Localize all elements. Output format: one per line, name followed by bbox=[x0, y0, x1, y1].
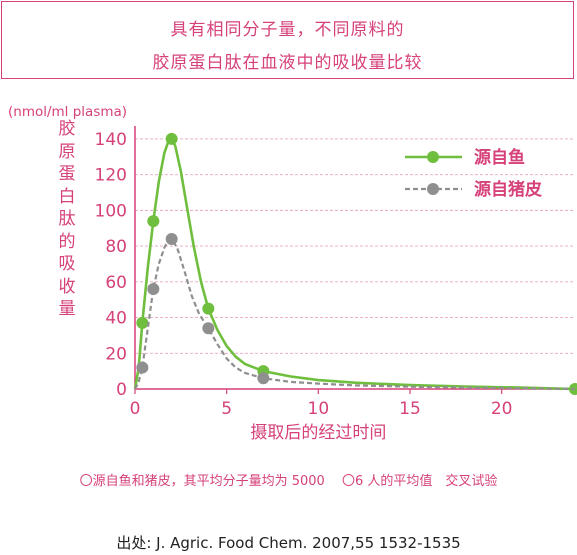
data-point-fish bbox=[165, 132, 178, 145]
y-tick-label: 20 bbox=[105, 344, 127, 364]
legend-label: 源自鱼 bbox=[474, 147, 525, 168]
y-unit-label: (nmol/ml plasma) bbox=[8, 104, 127, 120]
chart-area: 0 20 40 60 80 100 120 140 0 5 10 15 20 (nmol/ml plasm… bbox=[8, 104, 577, 443]
source-citation: 出处: J. Agric. Food Chem. 2007,55 1532-15… bbox=[116, 534, 461, 552]
x-tick-label: 10 bbox=[308, 399, 330, 419]
y-axis-label: 胶原蛋白肽的吸收量 bbox=[58, 119, 76, 319]
y-tick-label: 0 bbox=[116, 380, 127, 400]
x-tick-label: 20 bbox=[491, 399, 513, 419]
data-point-fish bbox=[136, 316, 149, 329]
data-point-pigskin bbox=[202, 322, 215, 335]
chart-title-line-2: 胶原蛋白肽在血液中的吸收量比较 bbox=[152, 53, 423, 73]
legend-marker bbox=[427, 151, 439, 163]
y-tick-label: 80 bbox=[105, 237, 127, 257]
data-point-fish bbox=[202, 302, 215, 315]
data-point-pigskin bbox=[257, 372, 270, 385]
y-tick-label: 60 bbox=[105, 273, 127, 293]
x-tick-label: 5 bbox=[221, 399, 232, 419]
x-axis-label: 摄取后的经过时间 bbox=[250, 423, 386, 443]
data-point-pigskin bbox=[136, 361, 149, 374]
data-point-pigskin bbox=[147, 282, 160, 295]
y-tick-label: 140 bbox=[95, 130, 127, 150]
y-tick-label: 100 bbox=[95, 201, 127, 221]
chart-title-line-1: 具有相同分子量，不同原料的 bbox=[170, 20, 405, 40]
x-tick-label: 15 bbox=[399, 399, 421, 419]
x-tick-label: 0 bbox=[130, 399, 141, 419]
y-tick-label: 120 bbox=[95, 166, 127, 186]
y-tick-label: 40 bbox=[105, 309, 127, 329]
legend-label: 源自猪皮 bbox=[474, 179, 542, 200]
chart-footnote: 〇源自鱼和猪皮，其平均分子量均为 5000 〇6 人的平均值 交叉试验 bbox=[79, 474, 498, 489]
data-point-pigskin bbox=[165, 232, 178, 245]
series-line-fish bbox=[133, 137, 576, 391]
series-line-pigskin bbox=[134, 237, 576, 391]
legend-marker bbox=[427, 183, 439, 195]
chart-title-box: 具有相同分子量，不同原料的 胶原蛋白肽在血液中的吸收量比较 bbox=[1, 1, 574, 79]
data-point-fish bbox=[147, 215, 160, 228]
